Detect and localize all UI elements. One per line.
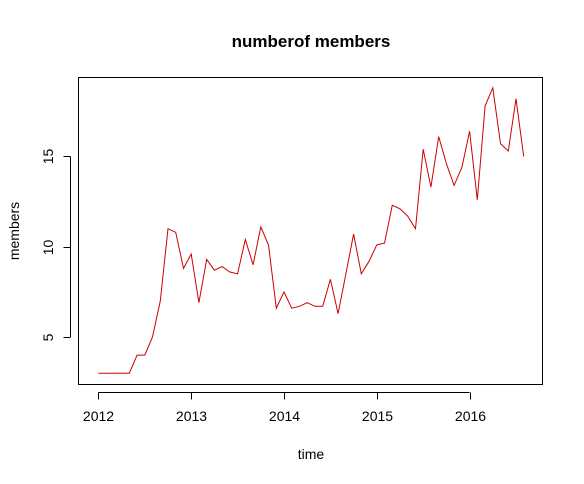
y-axis-label: members [6,202,22,260]
members-series-line [98,85,525,374]
x-axis: 2012 2013 2014 2015 2016 [83,392,486,424]
plot-box [78,77,543,385]
x-tick-label: 2014 [269,408,300,424]
x-tick-label: 2015 [362,408,393,424]
x-tick-label: 2012 [83,408,114,424]
y-tick-label: 5 [40,333,56,341]
y-tick-label: 10 [40,240,56,256]
chart-title: numberof members [232,32,391,51]
y-tick-label: 15 [40,149,56,165]
x-axis-label: time [298,446,325,462]
y-axis: 5 10 15 [40,149,71,341]
x-tick-label: 2013 [176,408,207,424]
x-tick-label: 2016 [455,408,486,424]
series-layer [98,85,525,374]
